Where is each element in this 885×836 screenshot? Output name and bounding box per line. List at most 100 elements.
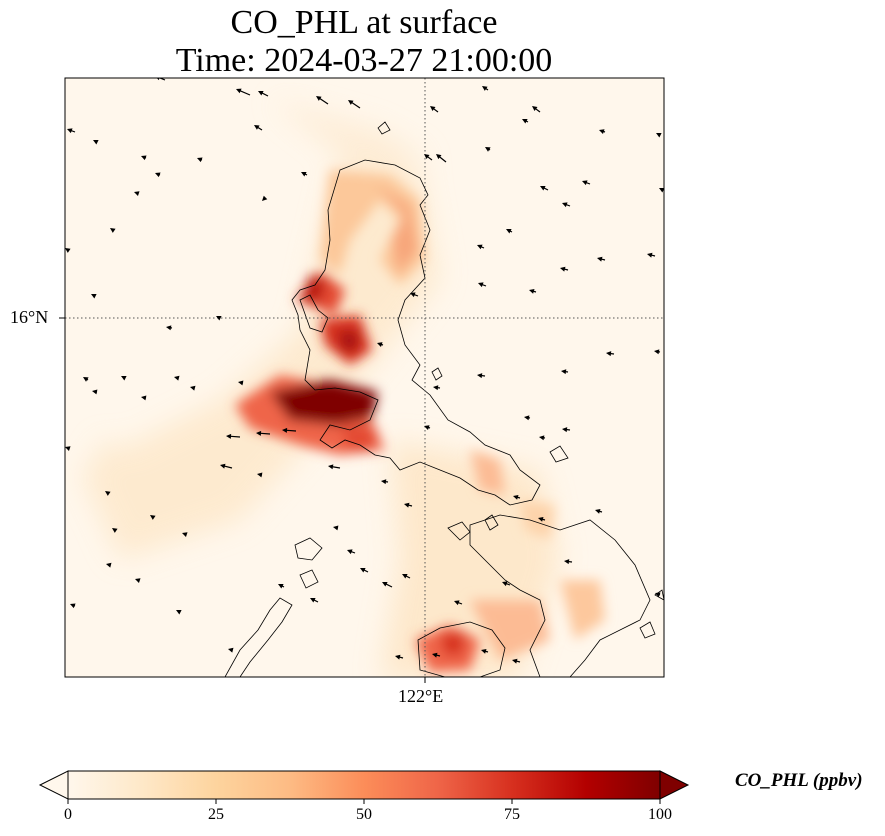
- wind-arrow: [282, 427, 297, 433]
- wind-arrow: [432, 652, 441, 658]
- wind-arrow: [424, 425, 431, 430]
- wind-arrow: [436, 154, 447, 163]
- wind-arrow: [256, 430, 271, 436]
- wind-arrow: [410, 292, 419, 298]
- wind-arrow: [220, 463, 233, 469]
- plot-title-line-1: CO_PHL at surface: [230, 4, 498, 41]
- wind-arrow: [226, 433, 241, 439]
- latitude-tick-label: 16°N: [10, 307, 49, 327]
- wind-arrow: [540, 186, 549, 191]
- wind-arrow: [599, 129, 606, 134]
- wind-arrow: [562, 202, 571, 208]
- wind-arrow: [254, 125, 263, 131]
- wind-arrow: [278, 584, 285, 589]
- wind-arrow: [197, 157, 203, 163]
- bataan-coastline: [299, 294, 329, 333]
- wind-arrow: [377, 342, 384, 347]
- wind-arrow: [190, 385, 196, 391]
- wind-arrow: [91, 294, 97, 299]
- colorbar-extend-low: [38, 770, 69, 800]
- calamian-islands-coastline: [294, 537, 323, 589]
- wind-arrow: [502, 581, 511, 587]
- colorbar-body: [67, 770, 661, 800]
- map-panel: [65, 78, 664, 677]
- wind-arrow: [485, 147, 491, 152]
- wind-arrow: [381, 479, 389, 485]
- colorbar-tick-marks: [67, 799, 661, 804]
- wind-arrow: [347, 549, 356, 555]
- marinduque-coastline: [447, 521, 471, 541]
- palawan-coastline: [224, 597, 293, 677]
- wind-arrow: [156, 78, 166, 81]
- wind-arrow: [67, 128, 76, 134]
- wind-arrow: [65, 446, 71, 451]
- wind-arrow: [659, 188, 664, 193]
- wind-arrow: [647, 252, 656, 258]
- wind-arrow: [404, 502, 413, 508]
- colorbar-tick-label-75: 75: [504, 806, 520, 823]
- wind-arrow: [477, 244, 485, 250]
- wind-arrow: [539, 435, 546, 441]
- southern-islands-coastline: [469, 514, 651, 677]
- colorbar-extend-high: [659, 770, 690, 800]
- wind-arrow: [106, 562, 112, 568]
- wind-arrow: [382, 582, 393, 588]
- mindoro-coastline: [417, 621, 506, 677]
- map-frame: [64, 77, 665, 678]
- wind-arrow: [70, 603, 76, 609]
- wind-arrow: [532, 106, 541, 113]
- wind-arrow: [166, 325, 173, 331]
- colorbar: [38, 770, 690, 804]
- wind-arrow: [316, 96, 329, 105]
- luzon-coastline: [291, 159, 541, 506]
- wind-arrow: [141, 155, 147, 161]
- wind-arrow: [513, 494, 521, 500]
- wind-arrow: [482, 86, 489, 91]
- wind-arrow: [258, 91, 269, 97]
- wind-arrow: [83, 377, 89, 382]
- wind-arrow: [454, 600, 463, 606]
- wind-arrow: [512, 658, 521, 664]
- wind-arrow: [92, 389, 98, 395]
- colorbar-tick-label-0: 0: [64, 806, 72, 823]
- longitude-tick-label: 122°E: [398, 686, 444, 706]
- wind-arrow: [257, 472, 263, 478]
- wind-arrow: [262, 195, 268, 201]
- wind-arrow: [176, 610, 182, 615]
- wind-arrow: [597, 256, 606, 262]
- wind-arrow: [506, 229, 513, 234]
- colorbar-tick-label-100: 100: [648, 806, 672, 823]
- coastlines: [224, 121, 664, 677]
- wind-arrow: [105, 491, 111, 496]
- wind-arrow: [606, 351, 615, 357]
- wind-arrow: [564, 559, 573, 565]
- wind-arrow: [333, 525, 339, 531]
- wind-arrow: [655, 592, 661, 598]
- wind-arrow: [348, 100, 361, 109]
- colorbar-tick-label-25: 25: [208, 806, 224, 823]
- wind-arrow: [562, 427, 571, 433]
- wind-arrow: [433, 385, 441, 391]
- wind-arrow: [236, 88, 251, 96]
- colorbar-tick-label-50: 50: [356, 806, 372, 823]
- wind-arrow: [522, 119, 529, 124]
- wind-arrow: [481, 648, 489, 654]
- wind-arrow: [560, 266, 569, 272]
- wind-arrow: [402, 574, 411, 579]
- wind-arrow: [524, 415, 531, 421]
- wind-arrow: [228, 647, 234, 653]
- wind-arrow: [478, 282, 487, 288]
- wind-arrow: [654, 349, 661, 355]
- wind-arrow: [529, 288, 537, 294]
- wind-arrow: [134, 191, 140, 196]
- wind-arrow: [121, 376, 127, 381]
- wind-arrow: [150, 515, 156, 520]
- wind-arrow: [174, 375, 180, 381]
- wind-arrow: [595, 508, 603, 514]
- wind-arrow: [561, 369, 569, 375]
- wind-arrow: [360, 568, 369, 573]
- wind-arrow: [328, 464, 341, 470]
- wind-arrow: [216, 316, 222, 321]
- wind-arrow: [65, 248, 71, 253]
